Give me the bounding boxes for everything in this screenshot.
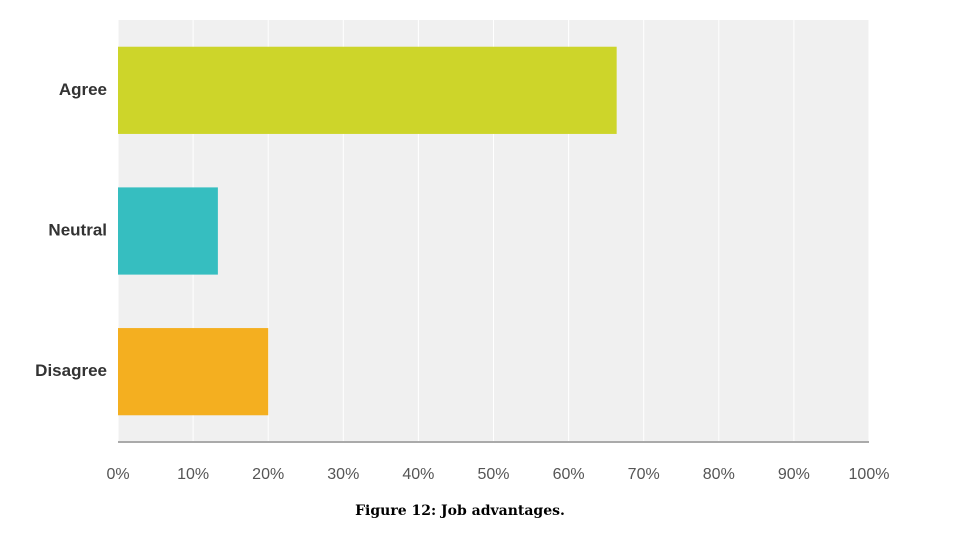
x-tick-label: 70% xyxy=(628,466,660,483)
y-tick-label: Agree xyxy=(59,80,107,99)
x-tick-label: 100% xyxy=(849,466,890,483)
x-tick-label: 80% xyxy=(703,466,735,483)
bar xyxy=(118,328,269,416)
x-tick-label: 30% xyxy=(327,466,359,483)
x-tick-label: 0% xyxy=(106,466,129,483)
x-tick-label: 40% xyxy=(402,466,434,483)
x-tick-label: 10% xyxy=(177,466,209,483)
bar xyxy=(118,187,218,275)
bar xyxy=(118,46,617,134)
x-tick-label: 20% xyxy=(252,466,284,483)
figure-caption: Figure 12: Job advantages. xyxy=(355,503,565,519)
y-tick-label: Disagree xyxy=(35,361,107,380)
x-tick-label: 90% xyxy=(778,466,810,483)
x-tick-label: 50% xyxy=(477,466,509,483)
y-tick-label: Neutral xyxy=(48,220,107,239)
x-tick-label: 60% xyxy=(553,466,585,483)
